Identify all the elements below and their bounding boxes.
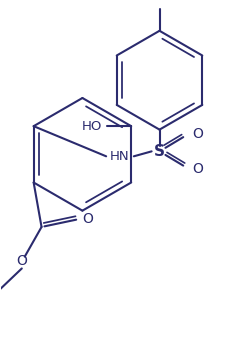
Text: S: S (154, 144, 165, 159)
Text: O: O (82, 212, 93, 226)
Text: O: O (16, 254, 27, 268)
Text: O: O (193, 127, 204, 141)
Text: O: O (193, 162, 204, 176)
Text: HN: HN (110, 150, 130, 163)
Text: HO: HO (82, 120, 102, 132)
